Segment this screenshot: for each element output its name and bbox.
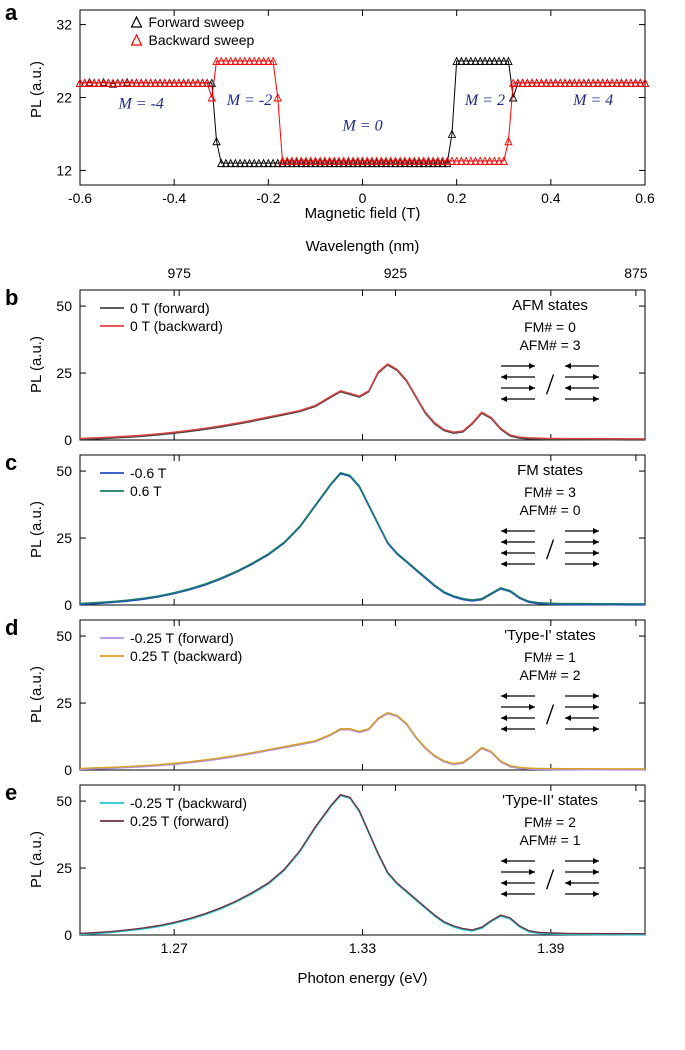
wavelength-axis: 975 925 875 <box>80 258 645 288</box>
svg-text:1.33: 1.33 <box>349 940 376 956</box>
panel-label-a: a <box>5 0 17 26</box>
svg-text:0: 0 <box>64 597 72 613</box>
svg-text:0.25 T (backward): 0.25 T (backward) <box>130 648 242 664</box>
svg-text:Forward sweep: Forward sweep <box>149 14 245 30</box>
svg-text:12: 12 <box>56 162 72 178</box>
svg-text:AFM# = 2: AFM# = 2 <box>519 667 580 683</box>
svg-text:1.39: 1.39 <box>537 940 564 956</box>
svg-text:-0.25 T (forward): -0.25 T (forward) <box>130 630 234 646</box>
panel-label-e: e <box>5 780 17 806</box>
svg-text:M = -2: M = -2 <box>226 92 272 109</box>
panel-a-plot: -0.6-0.4-0.200.20.40.6122232M = -4M = -2… <box>80 10 645 185</box>
svg-text:25: 25 <box>56 695 72 711</box>
svg-text:-0.25 T (backward): -0.25 T (backward) <box>130 795 247 811</box>
panel-c-ylabel: PL (a.u.) <box>28 490 45 570</box>
svg-text:/: / <box>546 863 555 896</box>
svg-text:875: 875 <box>624 265 648 281</box>
panel-b-plot: 025500 T (forward)0 T (backward)AFM stat… <box>80 290 645 440</box>
svg-text:0.4: 0.4 <box>541 190 561 206</box>
panel-c-plot: 02550-0.6 T0.6 TFM statesFM# = 3AFM# = 0… <box>80 455 645 605</box>
panel-e-ylabel: PL (a.u.) <box>28 820 45 900</box>
svg-text:'Type-I' states: 'Type-I' states <box>504 627 596 644</box>
svg-text:0: 0 <box>64 927 72 943</box>
svg-text:/: / <box>546 533 555 566</box>
svg-text:0.2: 0.2 <box>447 190 467 206</box>
svg-text:22: 22 <box>56 90 72 106</box>
svg-text:0.6: 0.6 <box>635 190 655 206</box>
svg-text:0 T (backward): 0 T (backward) <box>130 318 223 334</box>
svg-text:-0.2: -0.2 <box>256 190 280 206</box>
svg-text:FM# = 2: FM# = 2 <box>524 814 576 830</box>
panel-label-b: b <box>5 285 18 311</box>
panel-b-ylabel: PL (a.u.) <box>28 325 45 405</box>
svg-text:M = 4: M = 4 <box>572 92 613 109</box>
svg-text:AFM states: AFM states <box>512 297 588 314</box>
svg-text:0: 0 <box>359 190 367 206</box>
svg-text:50: 50 <box>56 793 72 809</box>
svg-text:/: / <box>546 368 555 401</box>
svg-text:M = 2: M = 2 <box>464 92 505 109</box>
svg-text:FM# = 0: FM# = 0 <box>524 319 576 335</box>
svg-text:0 T (forward): 0 T (forward) <box>130 300 210 316</box>
svg-text:/: / <box>546 698 555 731</box>
svg-text:50: 50 <box>56 298 72 314</box>
panel-d-ylabel: PL (a.u.) <box>28 655 45 735</box>
svg-text:32: 32 <box>56 17 72 33</box>
svg-text:25: 25 <box>56 530 72 546</box>
svg-text:'Type-II' states: 'Type-II' states <box>502 792 598 809</box>
svg-text:0: 0 <box>64 432 72 448</box>
photon-energy-label: Photon energy (eV) <box>80 970 645 987</box>
svg-text:M = 0: M = 0 <box>341 117 382 134</box>
panel-e-plot: 025501.271.331.39-0.25 T (backward)0.25 … <box>80 785 645 935</box>
svg-text:25: 25 <box>56 365 72 381</box>
svg-text:1.27: 1.27 <box>161 940 188 956</box>
svg-text:50: 50 <box>56 463 72 479</box>
panel-label-d: d <box>5 615 18 641</box>
svg-text:0.6 T: 0.6 T <box>130 483 162 499</box>
panel-label-c: c <box>5 450 17 476</box>
svg-text:AFM# = 1: AFM# = 1 <box>519 832 580 848</box>
svg-text:M = -4: M = -4 <box>117 95 163 112</box>
svg-text:975: 975 <box>168 265 192 281</box>
svg-text:AFM# = 0: AFM# = 0 <box>519 502 580 518</box>
panel-a-xlabel: Magnetic field (T) <box>80 205 645 222</box>
svg-text:FM states: FM states <box>517 462 583 479</box>
svg-text:FM# = 3: FM# = 3 <box>524 484 576 500</box>
svg-text:FM# = 1: FM# = 1 <box>524 649 576 665</box>
svg-text:Backward sweep: Backward sweep <box>149 32 255 48</box>
svg-text:0: 0 <box>64 762 72 778</box>
svg-text:-0.6 T: -0.6 T <box>130 465 167 481</box>
svg-text:50: 50 <box>56 628 72 644</box>
wavelength-label: Wavelength (nm) <box>80 238 645 255</box>
panel-a-ylabel: PL (a.u.) <box>28 50 45 130</box>
svg-text:25: 25 <box>56 860 72 876</box>
panel-d-plot: 02550-0.25 T (forward)0.25 T (backward)'… <box>80 620 645 770</box>
svg-text:925: 925 <box>384 265 408 281</box>
svg-text:-0.6: -0.6 <box>68 190 92 206</box>
svg-text:0.25 T (forward): 0.25 T (forward) <box>130 813 229 829</box>
svg-text:AFM# = 3: AFM# = 3 <box>519 337 580 353</box>
svg-text:-0.4: -0.4 <box>162 190 186 206</box>
